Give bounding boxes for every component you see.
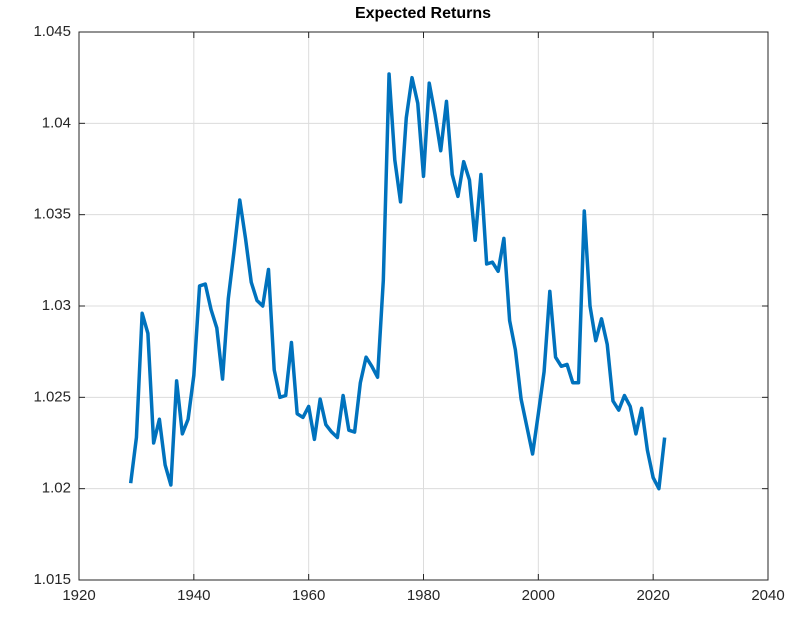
x-tick-label: 2020 [636, 587, 669, 604]
y-tick-label: 1.035 [33, 206, 71, 223]
y-tick-label: 1.025 [33, 388, 71, 405]
x-tick-label: 1960 [292, 587, 325, 604]
y-tick-label: 1.045 [33, 23, 71, 40]
x-tick-label: 2040 [751, 587, 784, 604]
x-tick-label: 2000 [522, 587, 555, 604]
y-tick-label: 1.04 [42, 114, 71, 131]
plot-frame [78, 31, 769, 581]
y-tick-label: 1.02 [42, 480, 71, 497]
x-tick-label: 1940 [177, 587, 210, 604]
chart-title: Expected Returns [355, 5, 491, 22]
y-tick-label: 1.03 [42, 297, 71, 314]
data-line [128, 72, 667, 491]
x-tick-label: 1980 [407, 587, 440, 604]
x-tick-label: 1920 [62, 587, 95, 604]
y-tick-label: 1.015 [33, 571, 71, 588]
